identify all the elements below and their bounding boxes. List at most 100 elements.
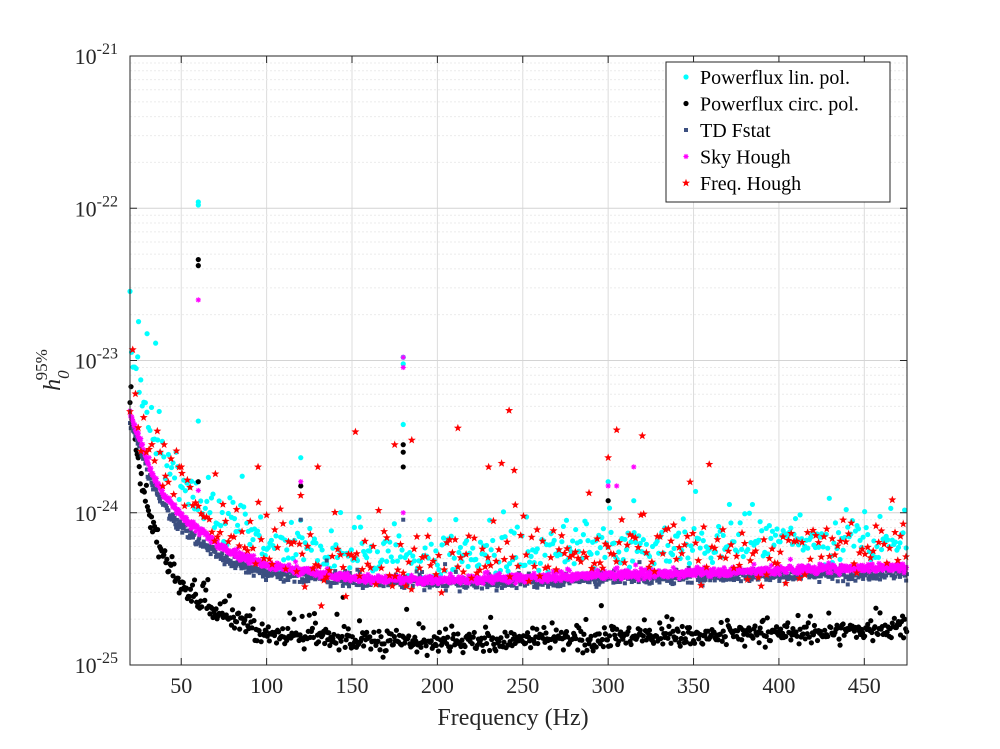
td-fstat-point <box>410 583 415 588</box>
powerflux-circ-pol-point <box>265 624 271 630</box>
powerflux-circ-pol-point <box>584 647 590 653</box>
td-fstat-point <box>172 515 177 520</box>
powerflux-circ-pol-point <box>593 644 599 650</box>
td-fstat-point <box>522 583 527 588</box>
td-fstat-point <box>465 584 470 589</box>
powerflux-lin-pol-point <box>897 540 903 546</box>
freq-hough-point <box>806 555 815 563</box>
powerflux-circ-pol-point <box>322 640 328 647</box>
powerflux-lin-pol-point <box>198 498 204 504</box>
powerflux-lin-pol-point <box>227 495 233 501</box>
powerflux-circ-pol-point <box>263 628 269 635</box>
td-fstat-point <box>346 581 351 586</box>
powerflux-circ-pol-point <box>339 633 345 640</box>
powerflux-lin-pol-point <box>877 513 883 520</box>
td-fstat-point <box>343 568 348 573</box>
td-fstat-point <box>655 578 660 583</box>
td-fstat-point <box>260 569 265 574</box>
td-fstat-point <box>157 499 162 504</box>
td-fstat-point <box>732 576 737 581</box>
powerflux-circ-pol-point <box>242 617 248 623</box>
td-fstat-point <box>876 572 881 577</box>
powerflux-circ-pol-point <box>259 621 265 627</box>
powerflux-lin-pol-point <box>354 558 361 564</box>
powerflux-lin-pol-point <box>728 520 734 526</box>
legend-label-freq-hough: Freq. Hough <box>700 173 801 195</box>
freq-hough-point <box>699 522 708 531</box>
powerflux-lin-pol-point <box>330 545 336 551</box>
powerflux-circ-pol-point <box>171 561 177 567</box>
sky-hough-point <box>631 464 637 470</box>
td-fstat-point <box>828 573 833 578</box>
td-fstat-point <box>177 519 182 524</box>
powerflux-circ-pol-point <box>404 606 410 612</box>
powerflux-lin-pol-point <box>453 517 459 523</box>
powerflux-lin-pol-point <box>221 538 227 545</box>
powerflux-circ-pol-point <box>207 611 213 617</box>
td-fstat-point <box>672 581 677 586</box>
freq-hough-point <box>177 469 186 477</box>
td-fstat-point <box>453 569 458 574</box>
td-fstat-point <box>167 516 172 521</box>
td-fstat-point <box>187 535 192 540</box>
powerflux-circ-pol-point <box>371 629 377 635</box>
td-fstat-point <box>309 576 314 581</box>
powerflux-circ-pol-point <box>588 633 594 639</box>
td-fstat-point <box>898 571 903 576</box>
powerflux-lin-pol-point <box>746 510 752 516</box>
powerflux-lin-pol-point <box>691 526 697 532</box>
powerflux-circ-pol-point <box>705 628 711 634</box>
td-fstat-point <box>233 566 238 571</box>
powerflux-circ-pol-point <box>720 628 726 634</box>
powerflux-circ-pol-point <box>764 615 770 621</box>
powerflux-lin-pol-point <box>483 542 490 549</box>
powerflux-lin-pol-point <box>808 534 814 540</box>
powerflux-circ-pol-point <box>718 619 724 626</box>
powerflux-lin-pol-point <box>204 498 210 505</box>
powerflux-lin-pol-point <box>254 528 261 534</box>
powerflux-lin-pol-point <box>766 523 772 529</box>
powerflux-circ-pol-point <box>841 632 847 638</box>
powerflux-circ-pol-point <box>383 647 389 654</box>
powerflux-circ-pol-point <box>657 620 663 626</box>
td-fstat-point <box>712 578 717 583</box>
powerflux-lin-pol-point <box>902 507 908 513</box>
powerflux-lin-pol-point <box>840 547 846 553</box>
td-fstat-point <box>177 525 182 530</box>
powerflux-lin-pol-point <box>878 546 885 553</box>
sky-hough-point <box>195 487 201 494</box>
powerflux-circ-pol-point <box>205 577 211 583</box>
powerflux-circ-pol-point <box>560 647 567 653</box>
powerflux-circ-pol-point <box>722 633 728 640</box>
powerflux-circ-pol-point <box>677 643 683 649</box>
freq-hough-point <box>453 423 462 432</box>
sky-hough-point <box>138 435 144 442</box>
powerflux-circ-pol-point <box>607 643 614 649</box>
powerflux-circ-pol-point <box>162 548 168 554</box>
td-fstat-point <box>594 584 599 589</box>
powerflux-circ-pol-point <box>247 613 253 619</box>
powerflux-lin-pol-point <box>726 501 733 508</box>
powerflux-circ-pol-point <box>660 641 666 647</box>
powerflux-lin-pol-point <box>731 539 737 545</box>
powerflux-circ-pol-point <box>639 638 645 644</box>
td-fstat-point <box>388 579 393 584</box>
freq-hough-point <box>694 556 703 564</box>
powerflux-lin-pol-point <box>860 534 866 540</box>
powerflux-lin-pol-point <box>391 521 397 527</box>
powerflux-circ-pol-point <box>553 627 559 633</box>
td-fstat-point <box>596 582 601 587</box>
powerflux-circ-pol-point <box>251 618 257 624</box>
powerflux-circ-pol-point <box>853 634 860 640</box>
powerflux-circ-pol-point <box>586 641 592 647</box>
powerflux-circ-pol-point <box>700 641 706 647</box>
powerflux-circ-pol-point <box>575 647 581 653</box>
td-fstat-point <box>532 584 537 589</box>
powerflux-circ-pol-point <box>800 631 806 637</box>
freq-hough-point <box>412 532 421 541</box>
td-fstat-point <box>238 563 243 568</box>
powerflux-circ-pol-point <box>310 634 317 641</box>
y-axis-label: h095% <box>32 349 73 391</box>
powerflux-lin-pol-point <box>234 522 241 528</box>
powerflux-lin-pol-point <box>631 498 637 504</box>
